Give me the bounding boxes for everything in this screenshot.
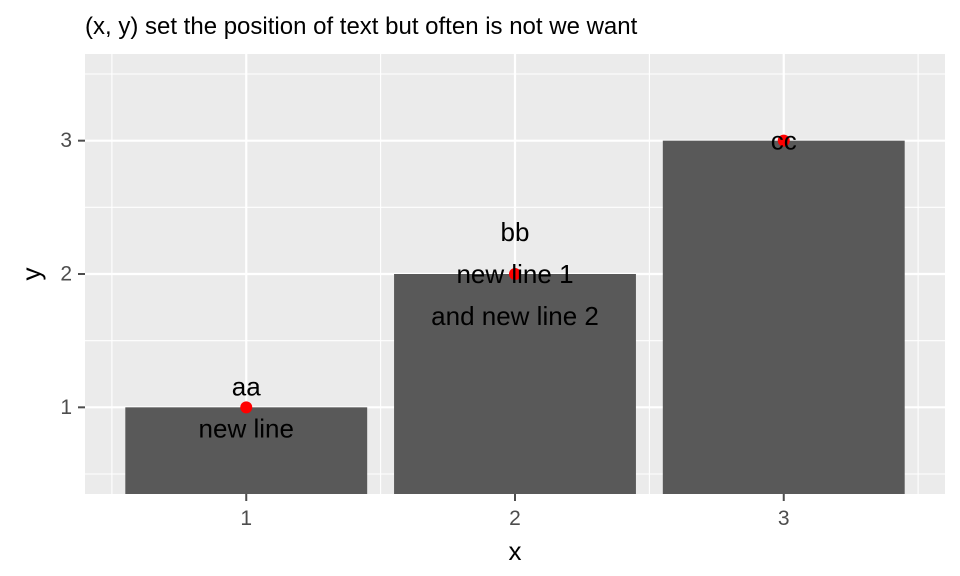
bars	[125, 140, 905, 494]
chart-title: (x, y) set the position of text but ofte…	[85, 13, 638, 40]
bar-label-line: and new line 2	[431, 301, 599, 331]
x-axis-title: x	[509, 536, 522, 566]
x-tick-label: 3	[778, 507, 790, 530]
data-point-1	[240, 401, 253, 414]
y-tick-label: 3	[60, 129, 72, 152]
bar-labels: aa new line bb new line 1 and new line 2 cc	[199, 126, 797, 444]
points	[240, 134, 790, 414]
data-point-2	[509, 268, 521, 280]
axis-ticks: 1 2 3 1 2 3	[60, 129, 789, 530]
data-point-3	[777, 134, 790, 147]
bar-label-line: aa	[232, 371, 261, 401]
x-tick-label: 2	[509, 507, 521, 530]
y-tick-label: 1	[60, 396, 72, 419]
bar-3	[662, 140, 905, 494]
bar-label-line: new line	[199, 413, 294, 443]
bar-label-line: cc	[771, 126, 797, 156]
x-tick-label: 1	[240, 507, 252, 530]
bar-1	[125, 407, 368, 494]
bar-label-line: bb	[501, 217, 530, 247]
y-tick-label: 2	[60, 263, 72, 286]
bar-2	[394, 274, 636, 494]
bar-label-line: new line 1	[456, 259, 573, 289]
y-axis-title: y	[16, 268, 46, 281]
